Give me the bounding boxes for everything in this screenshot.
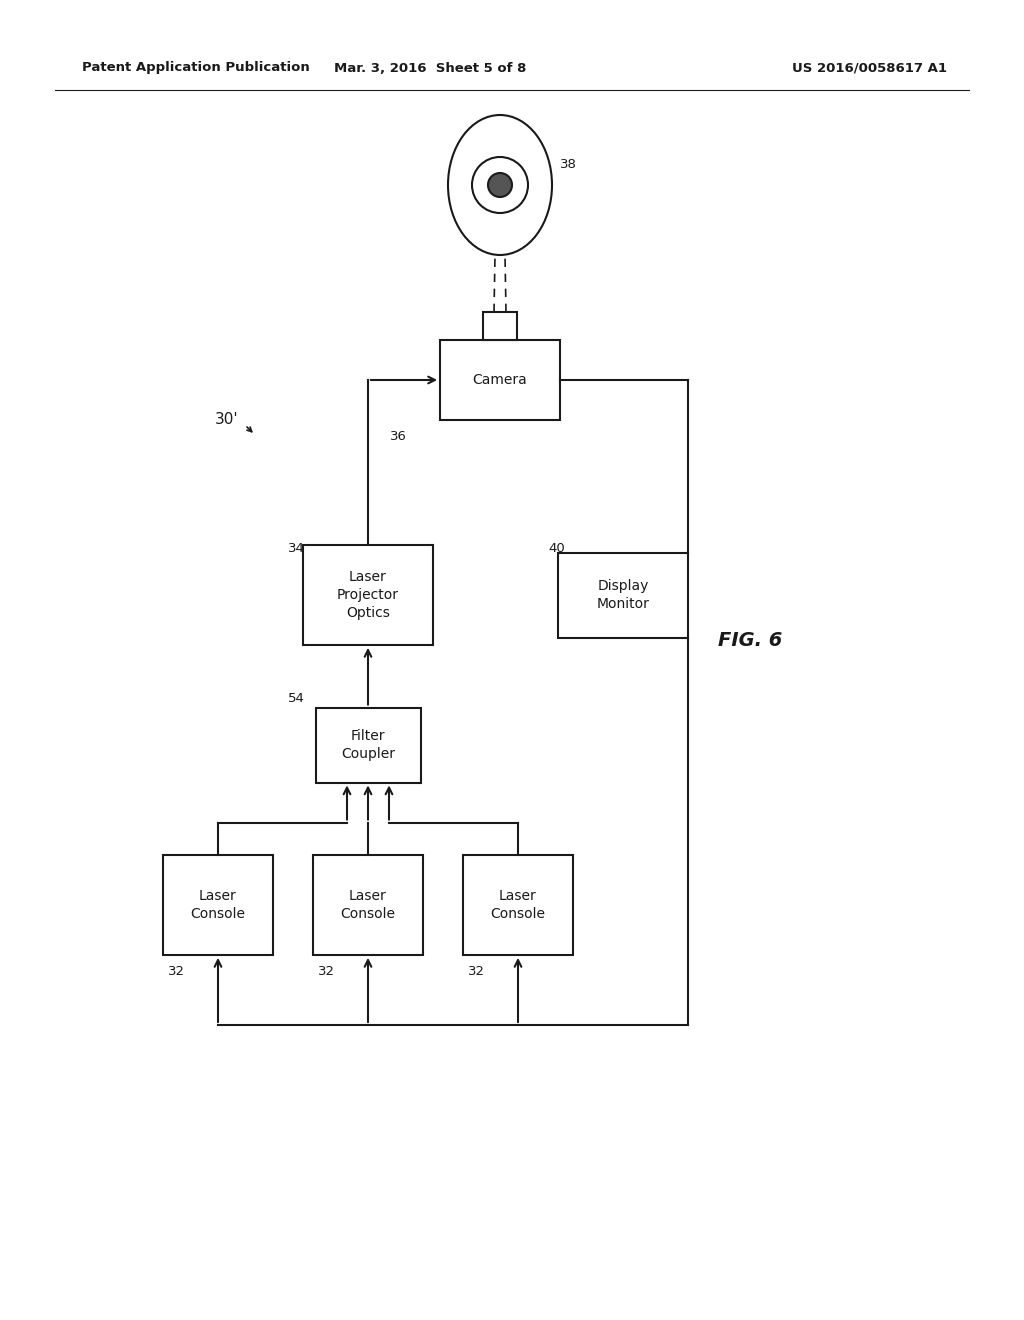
Ellipse shape (449, 115, 552, 255)
Text: Laser
Console: Laser Console (341, 888, 395, 921)
Text: Patent Application Publication: Patent Application Publication (82, 62, 309, 74)
Text: 32: 32 (168, 965, 185, 978)
Text: 32: 32 (318, 965, 335, 978)
Circle shape (472, 157, 528, 213)
Text: Filter
Coupler: Filter Coupler (341, 729, 395, 762)
Text: Mar. 3, 2016  Sheet 5 of 8: Mar. 3, 2016 Sheet 5 of 8 (334, 62, 526, 74)
Bar (163, 855, 273, 954)
Text: US 2016/0058617 A1: US 2016/0058617 A1 (793, 62, 947, 74)
Text: FIG. 6: FIG. 6 (718, 631, 782, 649)
Bar (558, 553, 688, 638)
Text: 30': 30' (214, 412, 238, 428)
Text: 54: 54 (288, 692, 305, 705)
Bar (313, 855, 423, 954)
Bar (315, 708, 421, 783)
Text: 32: 32 (468, 965, 485, 978)
Bar (463, 855, 573, 954)
Bar (483, 312, 517, 341)
Bar (303, 545, 433, 645)
Text: 34: 34 (288, 543, 305, 554)
Bar (440, 341, 560, 420)
Text: 38: 38 (560, 157, 577, 170)
Text: Laser
Console: Laser Console (490, 888, 546, 921)
Circle shape (488, 173, 512, 197)
Text: 40: 40 (548, 543, 565, 554)
Text: 36: 36 (390, 430, 407, 444)
Text: Laser
Projector
Optics: Laser Projector Optics (337, 570, 399, 620)
Text: Camera: Camera (473, 374, 527, 387)
Text: Display
Monitor: Display Monitor (597, 578, 649, 611)
Text: Laser
Console: Laser Console (190, 888, 246, 921)
